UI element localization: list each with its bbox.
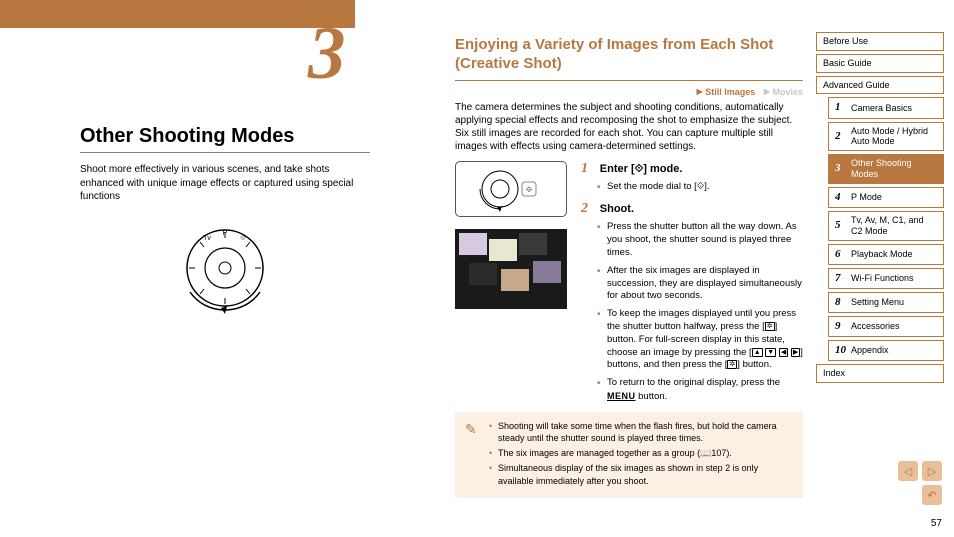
- page-number: 57: [931, 518, 942, 529]
- step-2-title: Shoot.: [600, 203, 634, 215]
- nav-chapter-number: 3: [835, 162, 851, 175]
- nav-chapter-4[interactable]: 4P Mode: [828, 187, 944, 208]
- nav-chapter-label: Accessories: [851, 321, 900, 332]
- chapter-header-bar: [0, 0, 355, 28]
- nav-chapter-number: 7: [835, 272, 851, 285]
- svg-text:Tv: Tv: [203, 235, 211, 242]
- note-box: ✎ Shooting will take some time when the …: [455, 412, 803, 498]
- nav-chapter-2[interactable]: 2Auto Mode / Hybrid Auto Mode: [828, 122, 944, 152]
- nav-chapter-label: P Mode: [851, 192, 882, 203]
- nav-chapter-label: Camera Basics: [851, 103, 912, 114]
- nav-chapter-label: Playback Mode: [851, 249, 913, 260]
- step-1-bullet: Set the mode dial to [⟐].: [599, 181, 803, 194]
- svg-text:P: P: [223, 230, 228, 237]
- set-icon: ✲: [765, 322, 775, 331]
- set-icon: ✲: [727, 360, 737, 369]
- note-item: Simultaneous display of the six images a…: [489, 462, 793, 486]
- mode-dial-small: ⟐: [455, 161, 567, 217]
- movies-tag: ▶ Movies: [764, 87, 803, 97]
- nav-chapter-number: 4: [835, 191, 851, 204]
- nav-chapter-5[interactable]: 5Tv, Av, M, C1, and C2 Mode: [828, 211, 944, 241]
- nav-chapter-number: 9: [835, 320, 851, 333]
- nav-chapter-8[interactable]: 8Setting Menu: [828, 292, 944, 313]
- media-tags: ▶ Still Images ▶ Movies: [455, 87, 803, 97]
- still-images-tag: ▶ Still Images: [697, 87, 756, 97]
- nav-chapter-9[interactable]: 9Accessories: [828, 316, 944, 337]
- chapter-intro: Shoot more effectively in various scenes…: [80, 163, 370, 204]
- nav-chapter-7[interactable]: 7Wi-Fi Functions: [828, 268, 944, 289]
- step-number: 1: [581, 161, 597, 177]
- nav-chapter-number: 8: [835, 296, 851, 309]
- right-icon: ▶: [791, 348, 800, 357]
- mode-dial-illustration: P Tv ⟐: [165, 222, 285, 322]
- nav-chapter-label: Appendix: [851, 345, 889, 356]
- page-return-button[interactable]: ↶: [922, 485, 942, 505]
- preview-thumb: [489, 239, 517, 261]
- step-1-title: Enter [⟐] mode.: [600, 163, 683, 175]
- step-number: 2: [581, 201, 597, 217]
- section-title: Enjoying a Variety of Images from Each S…: [455, 36, 803, 81]
- down-icon: ▼: [765, 348, 776, 357]
- step-images: ⟐: [455, 161, 567, 409]
- note-item: The six images are managed together as a…: [489, 447, 793, 459]
- up-icon: ▲: [752, 348, 763, 357]
- nav-chapter-number: 1: [835, 101, 851, 114]
- preview-thumb: [501, 269, 529, 291]
- divider: [80, 152, 370, 153]
- note-item: Shooting will take some time when the fl…: [489, 420, 793, 444]
- nav-chapter-3[interactable]: 3Other Shooting Modes: [828, 154, 944, 184]
- svg-text:⟐: ⟐: [526, 185, 533, 194]
- step-1: 1 Enter [⟐] mode.: [581, 161, 803, 177]
- preview-thumb: [459, 233, 487, 255]
- nav-chapter-number: 5: [835, 219, 851, 232]
- nav-chapter-label: Auto Mode / Hybrid Auto Mode: [851, 126, 937, 148]
- nav-advanced-guide[interactable]: Advanced Guide: [816, 76, 944, 95]
- nav-chapter-number: 6: [835, 248, 851, 261]
- nav-basic-guide[interactable]: Basic Guide: [816, 54, 944, 73]
- left-icon: ◀: [779, 348, 788, 357]
- step-2-bullet: Press the shutter button all the way dow…: [599, 221, 803, 259]
- nav-chapter-number: 10: [835, 344, 851, 357]
- nav-chapter-1[interactable]: 1Camera Basics: [828, 97, 944, 118]
- step-2-bullet: After the six images are displayed in su…: [599, 265, 803, 303]
- step-2-bullet: To return to the original display, press…: [599, 377, 803, 404]
- nav-chapter-label: Other Shooting Modes: [851, 158, 937, 180]
- preview-thumb: [519, 233, 547, 255]
- chapter-number: 3: [308, 20, 346, 88]
- preview-thumb: [533, 261, 561, 283]
- menu-button-label: MENU: [607, 391, 636, 401]
- nav-chapter-10[interactable]: 10Appendix: [828, 340, 944, 361]
- nav-index[interactable]: Index: [816, 364, 944, 383]
- pager: ◁ ▷ ↶: [898, 461, 942, 505]
- section-description: The camera determines the subject and sh…: [455, 101, 803, 153]
- step-2: 2 Shoot.: [581, 201, 803, 217]
- svg-text:⟐: ⟐: [240, 235, 246, 242]
- preview-grid: [455, 229, 567, 309]
- nav-chapter-number: 2: [835, 130, 851, 143]
- pencil-icon: ✎: [465, 420, 477, 439]
- step-2-bullet: To keep the images displayed until you p…: [599, 308, 803, 372]
- page-prev-button[interactable]: ◁: [898, 461, 918, 481]
- left-column: Other Shooting Modes Shoot more effectiv…: [80, 125, 370, 322]
- nav-chapter-6[interactable]: 6Playback Mode: [828, 244, 944, 265]
- page-next-button[interactable]: ▷: [922, 461, 942, 481]
- main-column: Enjoying a Variety of Images from Each S…: [455, 36, 803, 409]
- nav-chapter-label: Setting Menu: [851, 297, 904, 308]
- nav-chapter-label: Tv, Av, M, C1, and C2 Mode: [851, 215, 937, 237]
- nav-chapter-label: Wi-Fi Functions: [851, 273, 914, 284]
- chapter-title: Other Shooting Modes: [80, 125, 370, 148]
- nav-before-use[interactable]: Before Use: [816, 32, 944, 51]
- side-navigation: Before Use Basic Guide Advanced Guide 1C…: [816, 32, 944, 386]
- preview-thumb: [469, 263, 497, 285]
